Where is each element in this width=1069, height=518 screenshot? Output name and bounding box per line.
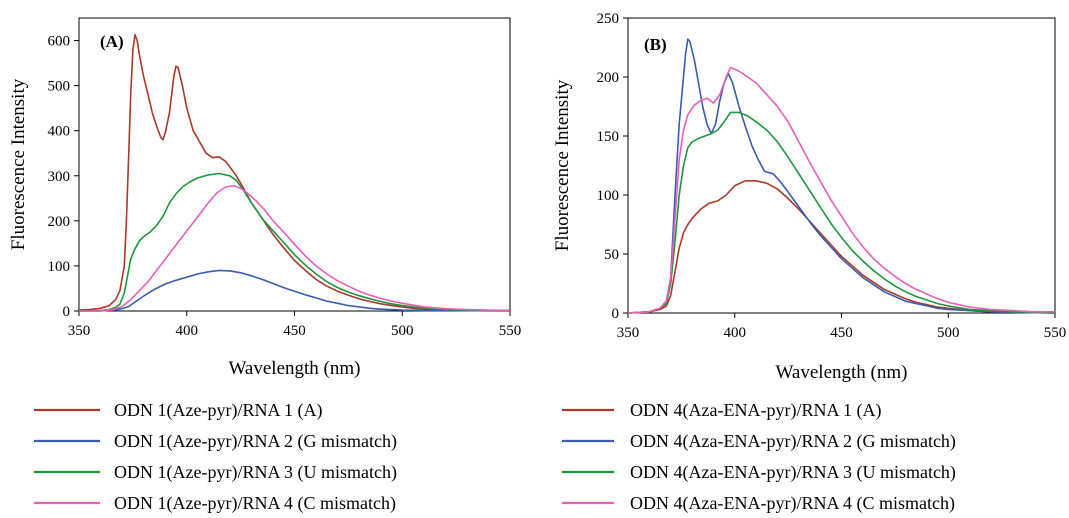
panel-b-x-tick-label: 500 [937,325,960,341]
panel-a-series-line-4 [79,184,511,312]
panel-b-chart: 350 400 450 500 550 0 50 100 150 200 250 (B) Wavelen… [552,11,1066,383]
panel-a-legend-label-1: ODN 1(Aze-pyr)/RNA 1 (A) [114,400,322,421]
panel-a-x-tick-label: 550 [499,323,522,339]
panel-a-y-tick-label: 200 [48,214,71,230]
panel-b-y-tick-label: 50 [604,247,619,263]
panel-b-series-line-2 [627,38,1056,314]
panel-a-y-axis-title: Fluorescence Intensity [8,78,29,250]
panel-a-legend-label-4: ODN 1(Aze-pyr)/RNA 4 (C mismatch) [114,493,396,514]
panel-a-series-line-1 [78,33,510,312]
panel-a-y-tick-label: 300 [48,169,71,185]
panel-b-y-tick-label: 250 [597,11,620,27]
panel-b-label: (B) [644,35,667,54]
panel-a-legend-label-3: ODN 1(Aze-pyr)/RNA 3 (U mismatch) [114,462,397,483]
panel-b-x-tick-label: 550 [1044,325,1067,341]
panel-b-y-tick-label: 200 [597,70,620,86]
panel-a-legend: ODN 1(Aze-pyr)/RNA 1 (A) ODN 1(Aze-pyr)/R… [34,400,397,514]
panel-b-legend-label-2: ODN 4(Aza-ENA-pyr)/RNA 2 (G mismatch) [630,431,956,452]
panel-b-x-tick-label: 400 [724,325,747,341]
panel-a-x-tick-label: 400 [176,323,199,339]
panel-b-y-tick-label: 150 [597,129,620,145]
panel-b-series-line-1 [627,180,1056,314]
panel-b-plot-frame [627,17,1056,314]
panel-a-y-tick-label: 500 [48,79,71,95]
panel-b-legend-label-3: ODN 4(Aza-ENA-pyr)/RNA 3 (U mismatch) [630,462,956,483]
panel-b-x-tick-label: 450 [830,325,853,341]
panel-a-x-tick-label: 450 [283,323,306,339]
panel-b-x-axis-title: Wavelength (nm) [776,362,908,383]
panel-b-x-tick-label: 350 [617,325,640,341]
panel-a-y-tick-label: 100 [48,259,71,275]
panel-b-legend-label-4: ODN 4(Aza-ENA-pyr)/RNA 4 (C mismatch) [630,493,955,514]
panel-a-label: (A) [100,32,124,51]
panel-a-plot-frame [78,17,511,312]
panel-b-legend: ODN 4(Aza-ENA-pyr)/RNA 1 (A) ODN 4(Aza-EN… [562,400,956,514]
panel-b-legend-label-1: ODN 4(Aza-ENA-pyr)/RNA 1 (A) [630,400,881,421]
panel-a-chart: 350 400 450 500 550 0 100 200 300 400 500 600 (A) Wav… [8,17,522,379]
panel-b-y-tick-label: 100 [597,188,620,204]
panel-a-series-line-3 [78,172,510,312]
panel-a-series-line-2 [79,269,511,312]
panel-b-series-line-4 [627,66,1055,314]
panel-a-x-tick-label: 350 [68,323,91,339]
panel-b-y-axis-title: Fluorescence Intensity [552,79,573,251]
panel-a-legend-label-2: ODN 1(Aze-pyr)/RNA 2 (G mismatch) [114,431,397,452]
panel-a-y-tick-label: 400 [48,124,71,140]
panel-a-y-tick-label: 600 [48,34,71,50]
panel-b-series-line-3 [627,111,1056,314]
panel-a-x-tick-label: 500 [391,323,414,339]
panel-b-y-tick-label: 0 [612,306,620,322]
panel-a-x-axis-title: Wavelength (nm) [229,358,361,379]
panel-a-y-tick-label: 0 [63,304,71,320]
